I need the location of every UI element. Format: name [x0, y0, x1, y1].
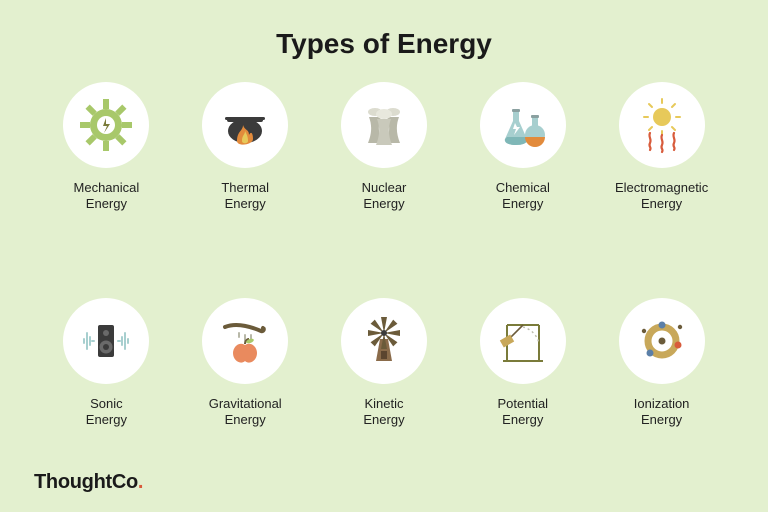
- label-sonic: Sonic Energy: [86, 396, 127, 429]
- cell-sonic: Sonic Energy: [46, 298, 167, 492]
- windmill-icon: [341, 298, 427, 384]
- sun-waves-icon: [619, 82, 705, 168]
- label-mechanical: Mechanical Energy: [74, 180, 140, 213]
- infographic-canvas: Types of Energy: [0, 0, 768, 512]
- brand-logo: ThoughtCo.: [34, 471, 143, 494]
- pendulum-icon: [480, 298, 566, 384]
- label-ionization: Ionization Energy: [634, 396, 690, 429]
- label-nuclear: Nuclear Energy: [362, 180, 407, 213]
- cell-thermal: Thermal Energy: [185, 82, 306, 276]
- label-electromagnetic: Electromagnetic Energy: [615, 180, 708, 213]
- label-thermal: Thermal Energy: [221, 180, 269, 213]
- flasks-icon: [480, 82, 566, 168]
- cell-gravitational: Gravitational Energy: [185, 298, 306, 492]
- cauldron-icon: [202, 82, 288, 168]
- cooling-towers-icon: [341, 82, 427, 168]
- cell-chemical: Chemical Energy: [462, 82, 583, 276]
- brand-text: ThoughtCo: [34, 471, 138, 493]
- page-title: Types of Energy: [40, 28, 728, 60]
- label-kinetic: Kinetic Energy: [363, 396, 404, 429]
- label-gravitational: Gravitational Energy: [209, 396, 282, 429]
- brand-dot: .: [138, 471, 143, 493]
- falling-fruit-icon: [202, 298, 288, 384]
- cell-mechanical: Mechanical Energy: [46, 82, 167, 276]
- label-potential: Potential Energy: [497, 396, 548, 429]
- cell-electromagnetic: Electromagnetic Energy: [601, 82, 722, 276]
- cell-ionization: Ionization Energy: [601, 298, 722, 492]
- speaker-waves-icon: [63, 298, 149, 384]
- energy-grid: Mechanical Energy Thermal Energy: [40, 82, 728, 492]
- label-chemical: Chemical Energy: [496, 180, 550, 213]
- cell-nuclear: Nuclear Energy: [324, 82, 445, 276]
- atom-orbit-icon: [619, 298, 705, 384]
- cell-kinetic: Kinetic Energy: [324, 298, 445, 492]
- cell-potential: Potential Energy: [462, 298, 583, 492]
- gear-icon: [63, 82, 149, 168]
